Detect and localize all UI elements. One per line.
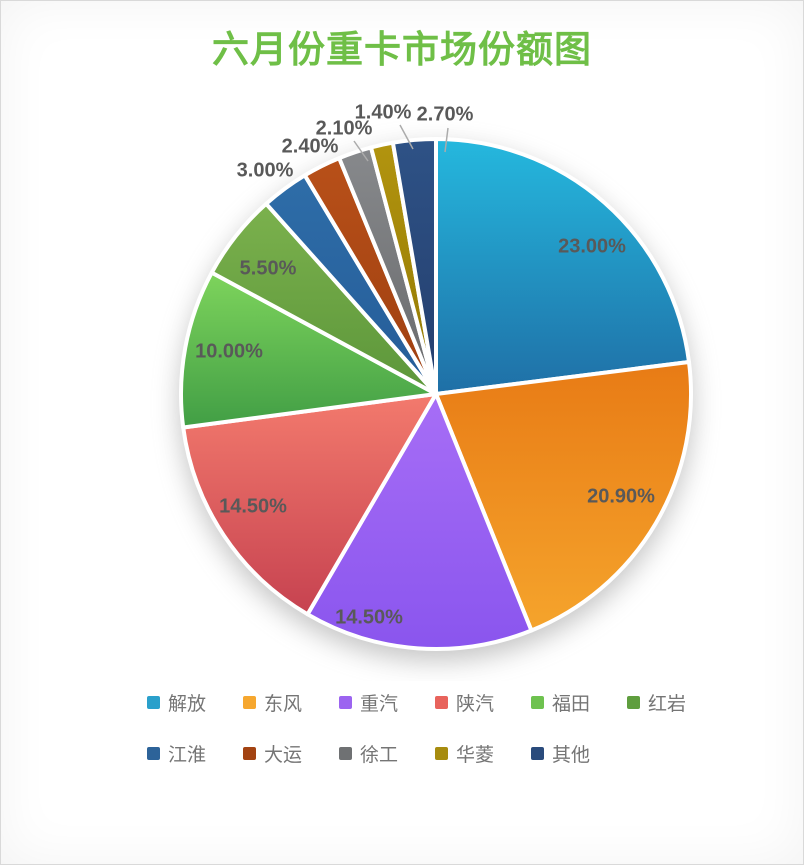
legend-swatch bbox=[435, 696, 448, 709]
legend-swatch bbox=[339, 696, 352, 709]
legend-label: 大运 bbox=[264, 745, 303, 766]
pie-slice[interactable] bbox=[305, 392, 534, 651]
slice-label: 14.50% bbox=[219, 495, 287, 517]
legend-label: 红岩 bbox=[648, 694, 687, 715]
legend-label: 江淮 bbox=[168, 745, 207, 766]
legend-item[interactable]: 重汽 bbox=[339, 689, 435, 716]
legend-swatch bbox=[243, 696, 256, 709]
legend-item[interactable]: 福田 bbox=[531, 689, 627, 716]
legend-swatch bbox=[435, 747, 448, 760]
slice-label: 1.40% bbox=[355, 101, 412, 123]
pie-slice[interactable] bbox=[390, 137, 438, 396]
label-leader-line bbox=[399, 124, 414, 150]
legend-item[interactable]: 其他 bbox=[531, 740, 627, 767]
slice-label: 5.50% bbox=[240, 257, 297, 279]
legend-item[interactable]: 解放 bbox=[147, 689, 243, 716]
label-leader-line bbox=[353, 140, 369, 162]
slice-label: 3.00% bbox=[237, 159, 294, 181]
slice-label: 2.40% bbox=[282, 135, 339, 157]
chart-title: 六月份重卡市场份额图 bbox=[212, 29, 592, 70]
legend-item[interactable]: 华菱 bbox=[435, 740, 531, 767]
legend-label: 陕汽 bbox=[456, 694, 495, 715]
slice-label: 10.00% bbox=[195, 340, 263, 362]
legend-label: 其他 bbox=[552, 745, 591, 766]
legend-swatch bbox=[531, 747, 544, 760]
legend-label: 解放 bbox=[168, 694, 207, 715]
legend-item[interactable]: 东风 bbox=[243, 689, 339, 716]
legend-item[interactable]: 江淮 bbox=[147, 740, 243, 767]
legend-item[interactable]: 陕汽 bbox=[435, 689, 531, 716]
pie-slice[interactable] bbox=[181, 392, 438, 617]
legend-swatch bbox=[627, 696, 640, 709]
pie-slices-group bbox=[179, 137, 693, 651]
slice-label: 23.00% bbox=[558, 235, 626, 257]
legend: 解放 东风 重汽 陕汽 福田 红岩江淮 大运 徐工 华菱 其他 bbox=[147, 689, 747, 767]
legend-label: 徐工 bbox=[360, 745, 399, 766]
legend-label: 福田 bbox=[552, 694, 591, 715]
pie-slice[interactable] bbox=[434, 137, 691, 396]
legend-item[interactable]: 红岩 bbox=[627, 689, 723, 716]
legend-item[interactable]: 大运 bbox=[243, 740, 339, 767]
legend-label: 重汽 bbox=[360, 694, 399, 715]
legend-swatch bbox=[243, 747, 256, 760]
legend-item[interactable]: 徐工 bbox=[339, 740, 435, 767]
legend-swatch bbox=[147, 696, 160, 709]
pie-slice[interactable] bbox=[434, 360, 693, 633]
legend-swatch bbox=[339, 747, 352, 760]
legend-swatch bbox=[531, 696, 544, 709]
pie-chart: 23.00% 20.90% 14.50% 14.50% 10.00% 5.50% 3.00%… bbox=[179, 101, 693, 651]
legend-label: 华菱 bbox=[456, 745, 495, 766]
legend-label: 东风 bbox=[264, 694, 303, 715]
slice-label: 2.70% bbox=[417, 103, 474, 125]
label-leader-line bbox=[444, 127, 449, 153]
slice-label: 20.90% bbox=[587, 485, 655, 507]
pie-slice[interactable] bbox=[179, 270, 438, 430]
legend-swatch bbox=[147, 747, 160, 760]
slice-label: 2.10% bbox=[316, 117, 373, 139]
slice-label: 14.50% bbox=[335, 606, 403, 628]
